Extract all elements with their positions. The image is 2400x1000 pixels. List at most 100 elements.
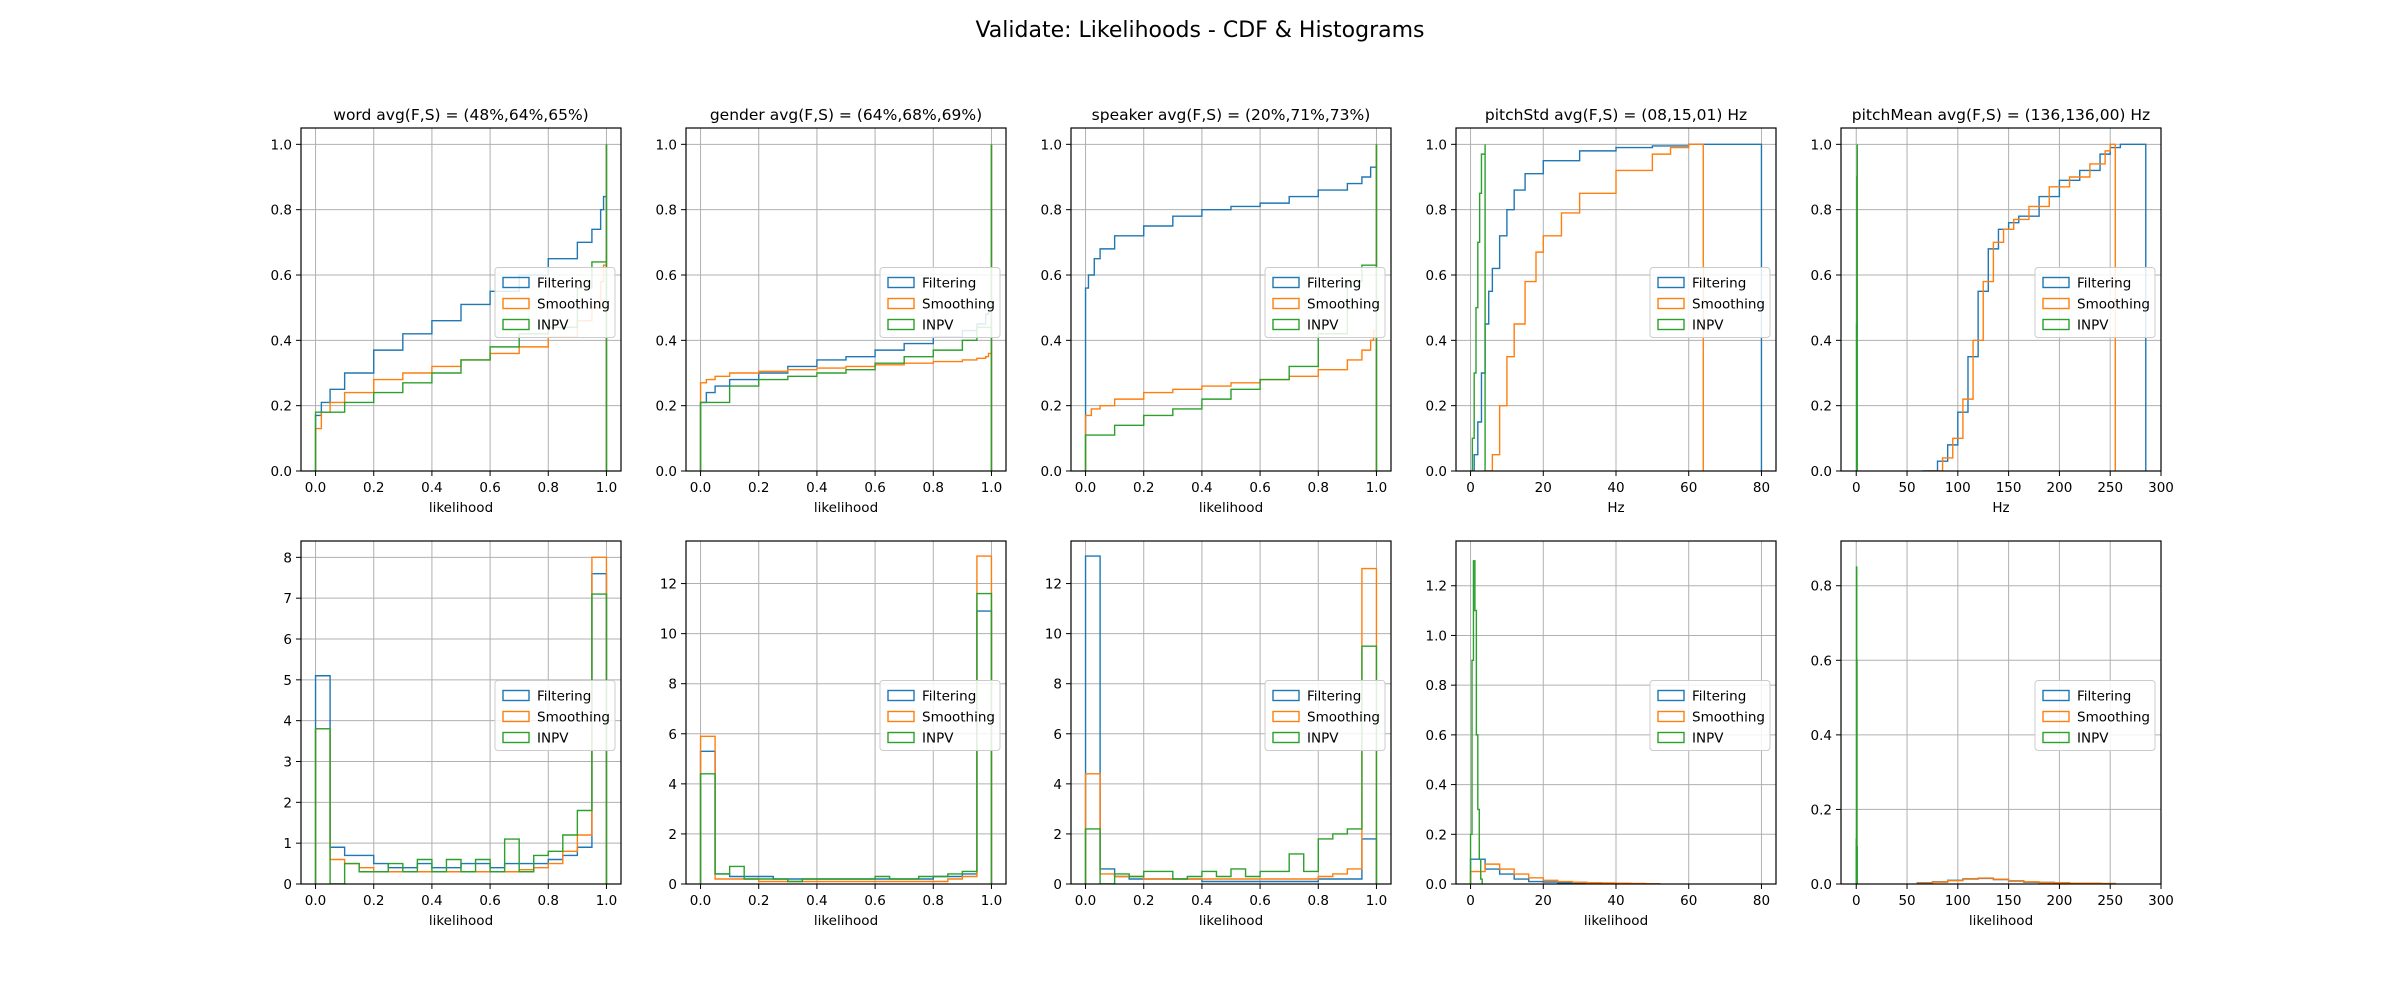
x-tick-label: 0.8 — [538, 480, 559, 496]
y-tick-label: 0.8 — [1041, 203, 1062, 219]
series-inpv — [699, 592, 993, 884]
x-tick-label: 20 — [1535, 893, 1552, 909]
legend-label-inpv: INPV — [1307, 318, 1339, 334]
y-tick-label: 4 — [668, 777, 677, 793]
legend-label-inpv: INPV — [1692, 318, 1724, 334]
x-tick-label: 200 — [2047, 893, 2073, 909]
y-tick-label: 2 — [668, 827, 677, 843]
legend-swatch-inpv — [1657, 318, 1685, 331]
series-inpv — [1469, 560, 1483, 884]
y-tick-label: 4 — [283, 714, 292, 730]
panel-title: speaker avg(F,S) = (20%,71%,73%) — [1092, 106, 1371, 124]
x-tick-label: 0.0 — [1075, 893, 1096, 909]
x-tick-label: 0.6 — [1249, 480, 1270, 496]
legend-swatch-inpv — [502, 318, 530, 331]
x-tick-label: 0.4 — [1191, 480, 1212, 496]
y-tick-label: 0.6 — [656, 268, 677, 284]
legend-swatch-inpv — [2042, 731, 2070, 744]
y-tick-label: 1.0 — [1426, 628, 1447, 644]
y-tick-label: 6 — [668, 727, 677, 743]
y-tick-label: 0.6 — [1426, 728, 1447, 744]
legend: Filtering Smoothing INPV — [2034, 680, 2156, 751]
y-tick-label: 8 — [283, 550, 292, 566]
y-tick-label: 0 — [283, 877, 292, 893]
series-inpv — [699, 144, 993, 471]
legend-label-filtering: Filtering — [1692, 689, 1746, 705]
panel-2: 0.0 0.2 0.4 0.6 0.8 1.0 0.0 0.2 0.4 0.6 0.8 1.0 gend… — [656, 106, 1007, 516]
panel-9: 0 20 40 60 80 0.0 0.2 0.4 0.6 0.8 1.0 1.2 likelihood… — [1426, 540, 1777, 929]
plot-area — [699, 555, 993, 884]
legend-swatch-filtering — [1657, 689, 1685, 702]
y-tick-label: 1.0 — [656, 137, 677, 153]
y-tick-label: 0.2 — [1811, 802, 1832, 818]
x-axis-label: likelihood — [1199, 500, 1263, 516]
x-tick-label: 1.0 — [1366, 893, 1387, 909]
y-tick-label: 7 — [283, 591, 292, 607]
x-tick-label: 0.2 — [363, 893, 384, 909]
x-tick-label: 60 — [1680, 893, 1697, 909]
x-tick-label: 60 — [1680, 480, 1697, 496]
x-tick-label: 0 — [1852, 893, 1861, 909]
y-tick-label: 10 — [660, 627, 677, 643]
legend-label-smoothing: Smoothing — [537, 710, 610, 726]
x-tick-label: 0.2 — [1133, 893, 1154, 909]
legend-label-smoothing: Smoothing — [537, 297, 610, 313]
series-smoothing — [1927, 143, 2116, 471]
legend: Filtering Smoothing INPV — [1649, 267, 1771, 338]
legend: Filtering Smoothing INPV — [1264, 680, 1386, 751]
x-axis-label: likelihood — [429, 500, 493, 516]
x-tick-label: 50 — [1898, 893, 1915, 909]
x-tick-label: 300 — [2148, 480, 2174, 496]
y-tick-label: 0.2 — [1041, 399, 1062, 415]
legend-label-filtering: Filtering — [537, 276, 591, 292]
legend-swatch-inpv — [1272, 731, 1300, 744]
legend: Filtering Smoothing INPV — [879, 267, 1001, 338]
x-tick-label: 0.6 — [1249, 893, 1270, 909]
legend-label-inpv: INPV — [922, 731, 954, 747]
y-tick-label: 0.8 — [1811, 579, 1832, 595]
legend-label-filtering: Filtering — [1692, 276, 1746, 292]
legend-label-filtering: Filtering — [2077, 689, 2131, 705]
x-axis-label: likelihood — [429, 913, 493, 929]
y-tick-label: 0.8 — [1426, 678, 1447, 694]
legend-label-smoothing: Smoothing — [1692, 297, 1765, 313]
legend-swatch-inpv — [887, 731, 915, 744]
x-tick-label: 0.8 — [1308, 893, 1329, 909]
y-tick-label: 0 — [1053, 877, 1062, 893]
y-tick-label: 10 — [1045, 627, 1062, 643]
x-tick-label: 0 — [1466, 893, 1475, 909]
legend-swatch-filtering — [1657, 276, 1685, 289]
x-tick-label: 0.8 — [923, 893, 944, 909]
series-inpv — [1084, 645, 1378, 884]
legend-label-filtering: Filtering — [922, 689, 976, 705]
panel-3: 0.0 0.2 0.4 0.6 0.8 1.0 0.0 0.2 0.4 0.6 0.8 1.0 spea… — [1041, 106, 1392, 516]
y-tick-label: 0.2 — [271, 399, 292, 415]
x-tick-label: 0.4 — [1191, 893, 1212, 909]
x-tick-label: 1.0 — [596, 480, 617, 496]
legend-label-smoothing: Smoothing — [1692, 710, 1765, 726]
legend-label-smoothing: Smoothing — [922, 710, 995, 726]
panel-10: 0 50 100 150 200 250 300 0.0 0.2 0.4 0.6 0.8 likelih… — [1811, 540, 2174, 929]
y-tick-label: 0.6 — [271, 268, 292, 284]
figure-title: Validate: Likelihoods - CDF & Histograms — [975, 18, 1424, 43]
legend-swatch-smoothing — [2042, 710, 2070, 723]
x-axis-label: Hz — [1607, 500, 1624, 516]
y-tick-label: 0.0 — [1426, 877, 1447, 893]
x-tick-label: 0.4 — [806, 893, 827, 909]
y-tick-label: 1.0 — [1426, 137, 1447, 153]
y-tick-label: 0 — [668, 877, 677, 893]
legend-swatch-smoothing — [1272, 710, 1300, 723]
y-tick-label: 1 — [283, 836, 292, 852]
y-tick-label: 12 — [1045, 577, 1062, 593]
legend-swatch-smoothing — [887, 710, 915, 723]
legend: Filtering Smoothing INPV — [2034, 267, 2156, 338]
y-tick-label: 2 — [1053, 827, 1062, 843]
y-tick-label: 0.4 — [1426, 333, 1447, 349]
y-tick-label: 0.2 — [656, 399, 677, 415]
plot-area — [1084, 555, 1378, 884]
panel-7: 0.0 0.2 0.4 0.6 0.8 1.0 0 2 4 6 8 10 12 likelihood Fil… — [660, 540, 1007, 929]
legend-label-inpv: INPV — [537, 318, 569, 334]
legend: Filtering Smoothing INPV — [1264, 267, 1386, 338]
y-tick-label: 2 — [283, 795, 292, 811]
series-smoothing — [1916, 877, 2116, 884]
